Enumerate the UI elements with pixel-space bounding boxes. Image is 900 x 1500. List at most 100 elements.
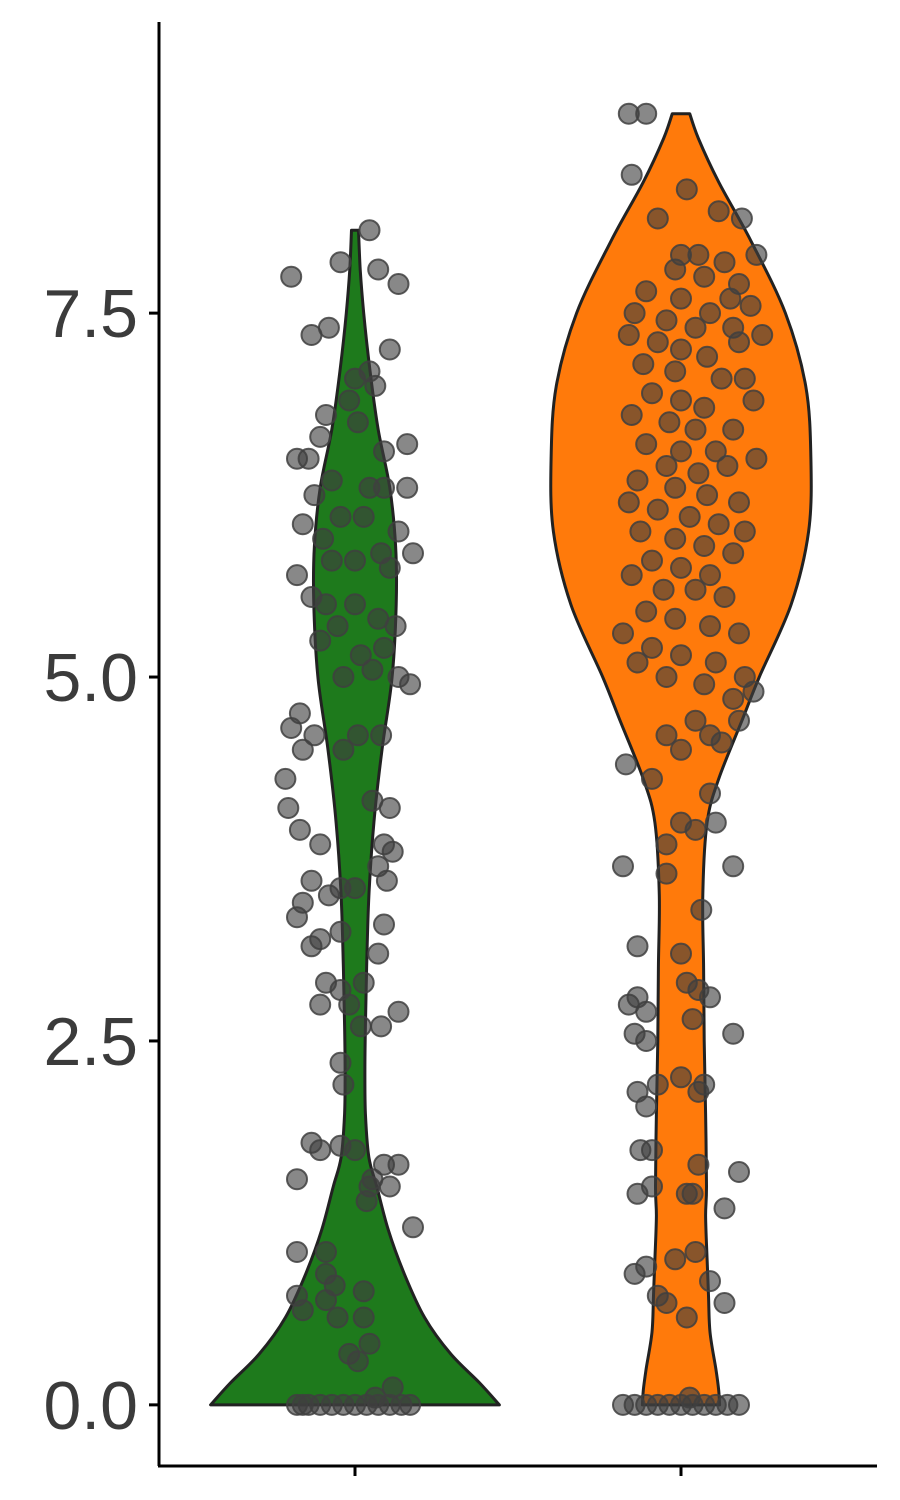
data-point	[396, 433, 419, 456]
data-point	[364, 374, 387, 397]
data-point	[678, 1386, 701, 1409]
data-point	[699, 1270, 721, 1293]
data-point	[346, 1350, 369, 1373]
data-point	[678, 505, 701, 528]
data-point	[710, 367, 733, 390]
data-point	[684, 418, 707, 441]
data-point	[658, 411, 681, 434]
data-point	[742, 389, 765, 412]
data-point	[367, 942, 390, 965]
data-point	[655, 862, 678, 885]
data-point	[670, 338, 692, 361]
data-point	[277, 797, 300, 819]
data-point	[664, 1248, 687, 1271]
data-point	[384, 615, 407, 638]
data-point	[751, 324, 774, 346]
data-point	[690, 898, 713, 921]
data-point	[693, 396, 716, 419]
data-point	[713, 586, 736, 608]
data-point	[612, 855, 634, 878]
data-point	[699, 782, 721, 805]
data-point	[707, 200, 730, 223]
data-point	[710, 731, 733, 754]
data-point	[632, 353, 655, 376]
data-point	[286, 447, 308, 470]
data-point	[309, 1139, 332, 1162]
data-point	[670, 644, 692, 667]
data-point	[344, 1139, 366, 1162]
data-point	[687, 243, 710, 266]
data-point	[655, 833, 678, 856]
y-ticks-layer: 0.0 2.5 5.0 7.5	[43, 276, 159, 1444]
data-point	[300, 935, 323, 958]
data-point	[722, 542, 745, 565]
data-point	[641, 549, 663, 572]
data-point	[315, 1241, 337, 1263]
data-point	[320, 549, 343, 572]
data-point	[635, 1000, 658, 1023]
data-point	[646, 207, 669, 230]
data-point	[361, 1168, 384, 1191]
data-point	[696, 345, 719, 368]
y-tick-label: 5.0	[43, 640, 138, 716]
data-point	[635, 600, 658, 623]
data-point	[722, 1022, 745, 1045]
data-point	[675, 178, 698, 201]
data-point	[612, 622, 634, 645]
data-point	[315, 404, 337, 426]
data-point	[286, 1241, 308, 1263]
data-point	[291, 738, 314, 761]
data-point	[291, 1393, 314, 1416]
data-point	[728, 491, 750, 514]
data-point	[286, 564, 308, 587]
data-point	[312, 527, 335, 550]
data-point	[713, 1292, 736, 1314]
data-point	[684, 578, 707, 601]
data-point	[670, 1066, 692, 1089]
data-point	[303, 484, 326, 507]
data-point	[309, 833, 332, 856]
data-point	[641, 1139, 663, 1162]
data-point	[315, 593, 337, 616]
data-point	[681, 1008, 704, 1031]
axes-layer	[157, 22, 877, 1468]
data-point	[629, 520, 652, 543]
data-point	[699, 564, 721, 587]
data-point	[329, 251, 352, 274]
data-point	[655, 666, 678, 688]
data-point	[635, 1095, 658, 1118]
data-point	[332, 738, 355, 761]
data-point	[620, 404, 643, 426]
data-point	[367, 258, 390, 281]
data-point	[620, 564, 643, 587]
data-point	[728, 1393, 750, 1416]
data-point	[722, 687, 745, 710]
data-point	[722, 418, 745, 441]
data-point	[352, 505, 375, 528]
data-point	[346, 724, 369, 747]
data-point	[728, 331, 750, 354]
data-point	[309, 425, 332, 448]
data-point	[286, 1168, 308, 1191]
data-point	[626, 935, 649, 958]
data-point	[742, 680, 765, 703]
data-point	[728, 622, 750, 645]
data-point	[300, 869, 323, 892]
data-point	[722, 855, 745, 878]
data-point	[713, 251, 736, 274]
data-point	[355, 1190, 378, 1213]
data-point	[373, 440, 395, 463]
data-point	[326, 1306, 349, 1329]
data-point	[696, 484, 719, 507]
data-point	[733, 520, 756, 543]
data-point	[370, 724, 393, 747]
data-point	[370, 1015, 393, 1038]
data-point	[352, 1306, 375, 1329]
data-point	[286, 906, 308, 929]
data-point	[402, 1216, 424, 1239]
data-point	[693, 1073, 716, 1096]
data-point	[693, 673, 716, 696]
data-point	[707, 513, 730, 536]
data-point	[288, 818, 311, 841]
